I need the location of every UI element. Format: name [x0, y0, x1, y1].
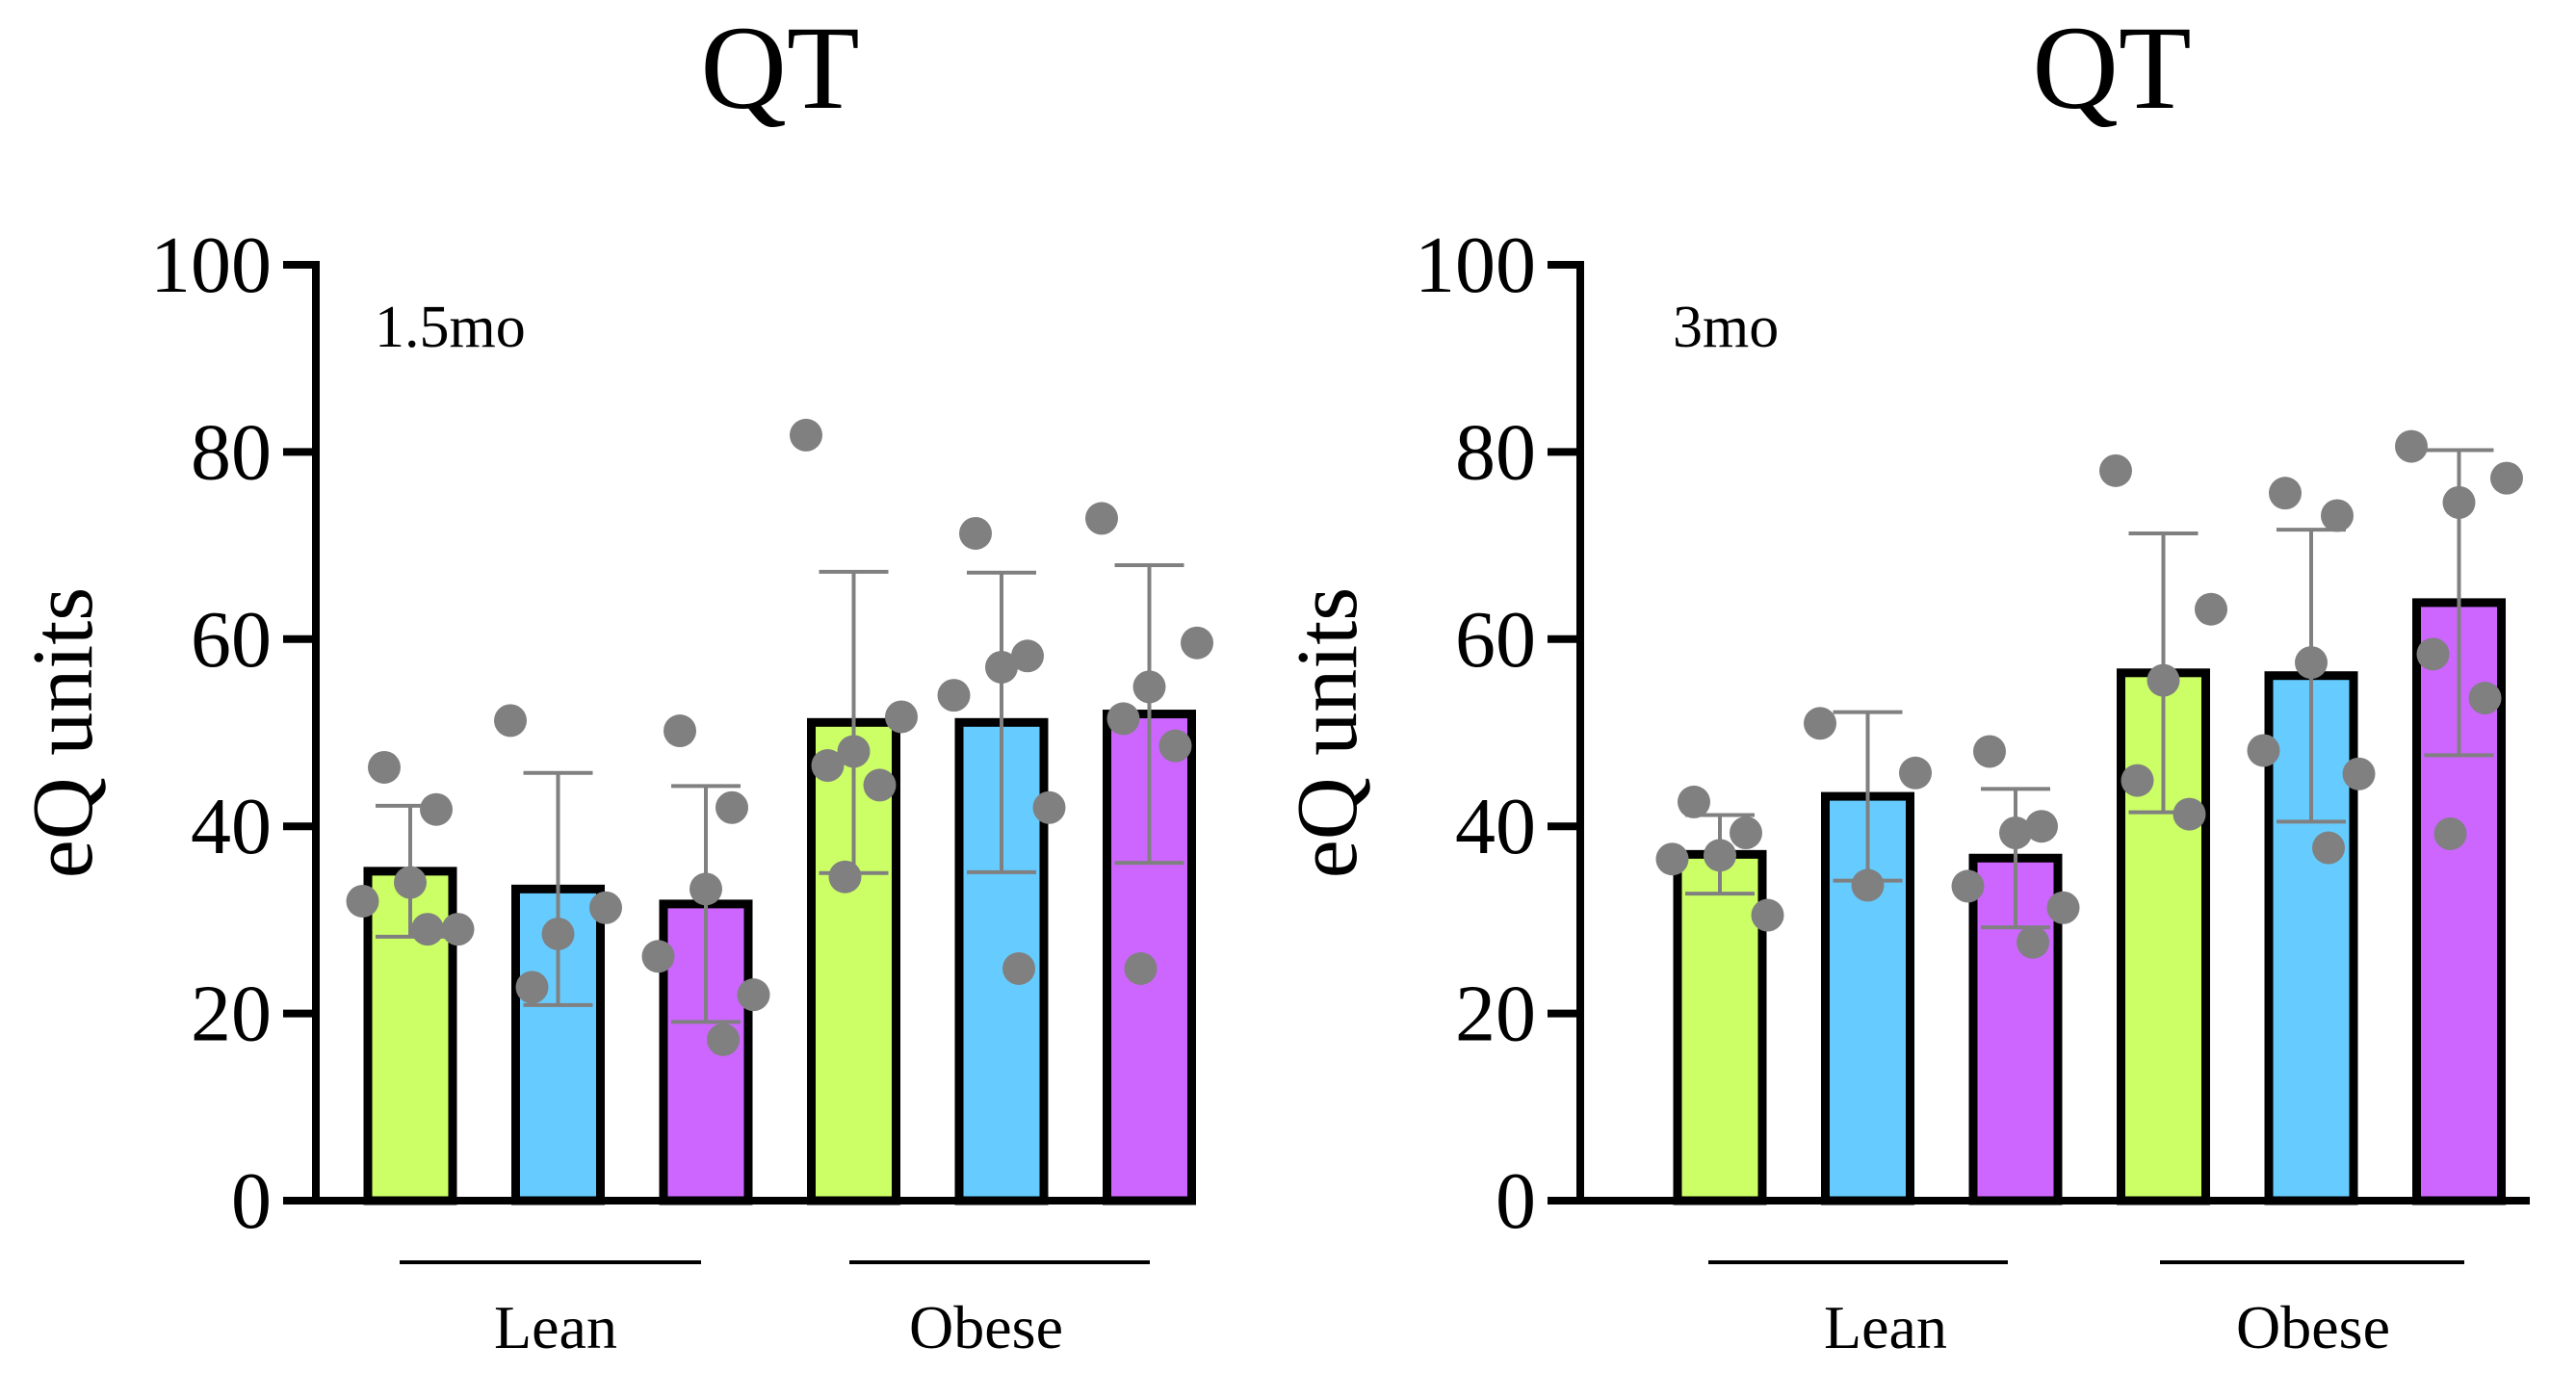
- data-point: [1011, 639, 1044, 673]
- data-point: [1132, 670, 1166, 704]
- data-point: [641, 940, 675, 973]
- data-point: [2312, 831, 2345, 865]
- group-label-lean: Lean: [1824, 1293, 1947, 1361]
- data-point: [737, 978, 770, 1012]
- data-point: [885, 700, 918, 734]
- data-point: [2025, 810, 2058, 843]
- y-tick-label: 100: [1415, 220, 1536, 310]
- data-point: [1704, 839, 1736, 872]
- chart-panel-1: QT 1.5mo eQ units 0 20 40 60 80 100 Lean Obese: [15, 2, 1213, 1361]
- y-tick-label: 0: [231, 1156, 272, 1246]
- y-tick-label: 60: [191, 595, 272, 685]
- data-point: [1158, 729, 1192, 763]
- data-point: [2195, 592, 2227, 626]
- data-point: [959, 516, 992, 550]
- data-point: [1678, 785, 1710, 818]
- y-tick-label: 40: [191, 782, 272, 871]
- data-point: [2295, 646, 2328, 680]
- y-tick-label: 80: [1455, 407, 1536, 497]
- data-point: [2490, 461, 2523, 495]
- data-point: [368, 750, 401, 784]
- data-point: [2099, 453, 2132, 487]
- data-point: [2433, 816, 2467, 850]
- data-point: [1730, 816, 1762, 850]
- data-point: [394, 866, 427, 899]
- group-label-lean: Lean: [494, 1293, 617, 1361]
- data-point: [2121, 764, 2154, 797]
- data-point: [1951, 869, 1985, 903]
- data-point: [1851, 868, 1885, 902]
- data-point: [1002, 951, 1035, 985]
- y-tick-label: 100: [150, 220, 272, 310]
- data-point: [2468, 682, 2502, 715]
- chart-title: QT: [700, 2, 859, 134]
- y-tick-label: 20: [1455, 970, 1536, 1059]
- data-point: [1973, 735, 2006, 768]
- data-point: [716, 790, 748, 824]
- data-point: [2147, 663, 2180, 697]
- data-point: [411, 913, 444, 946]
- data-point: [2173, 797, 2206, 831]
- y-tick-label: 40: [1455, 782, 1536, 871]
- group-label-obese: Obese: [909, 1293, 1063, 1361]
- data-point: [828, 860, 862, 894]
- data-point: [690, 872, 722, 906]
- data-point: [664, 714, 696, 748]
- data-point: [2269, 477, 2302, 510]
- data-point: [1085, 502, 1118, 535]
- data-point: [2046, 891, 2080, 924]
- data-point: [589, 891, 622, 924]
- time-annotation: 3mo: [1673, 295, 1779, 360]
- y-axis-label: eQ units: [1280, 587, 1375, 878]
- data-point: [1899, 756, 1932, 790]
- data-point: [1999, 816, 2032, 850]
- data-point: [937, 679, 971, 712]
- data-point: [2342, 757, 2376, 790]
- data-point: [811, 749, 845, 783]
- chart-title: QT: [2032, 2, 2191, 134]
- y-axis-label: eQ units: [15, 587, 111, 878]
- data-point: [1106, 702, 1140, 736]
- data-point: [2395, 429, 2428, 463]
- data-point: [2017, 925, 2049, 959]
- data-point: [985, 650, 1018, 684]
- data-point: [420, 792, 453, 826]
- data-point: [1804, 707, 1836, 740]
- data-point: [515, 971, 549, 1004]
- data-point: [863, 768, 897, 802]
- y-tick-label: 60: [1455, 595, 1536, 685]
- time-annotation: 1.5mo: [375, 295, 526, 360]
- chart-panel-2: QT 3mo eQ units 0 20 40 60 80 100 Lean Obese: [1280, 2, 2530, 1361]
- data-point: [541, 917, 575, 950]
- data-point: [1655, 842, 1689, 876]
- group-label-obese: Obese: [2236, 1293, 2390, 1361]
- y-tick-label: 20: [191, 970, 272, 1059]
- data-point: [2247, 734, 2280, 767]
- data-point: [441, 913, 475, 946]
- data-point: [346, 884, 379, 918]
- data-point: [1124, 951, 1158, 985]
- bar-lean-1: [1673, 849, 1767, 1205]
- data-point: [837, 735, 871, 768]
- data-point: [1181, 626, 1213, 660]
- y-tick-label: 0: [1496, 1156, 1536, 1246]
- data-point: [1751, 898, 1784, 932]
- data-point: [2416, 637, 2450, 671]
- bar-lean-3: [659, 899, 753, 1205]
- y-tick-label: 80: [191, 407, 272, 497]
- data-point: [707, 1023, 740, 1056]
- data-point: [790, 418, 822, 452]
- data-point: [494, 704, 527, 738]
- data-point: [2442, 485, 2476, 519]
- data-point: [2321, 499, 2354, 532]
- data-point: [1032, 790, 1066, 824]
